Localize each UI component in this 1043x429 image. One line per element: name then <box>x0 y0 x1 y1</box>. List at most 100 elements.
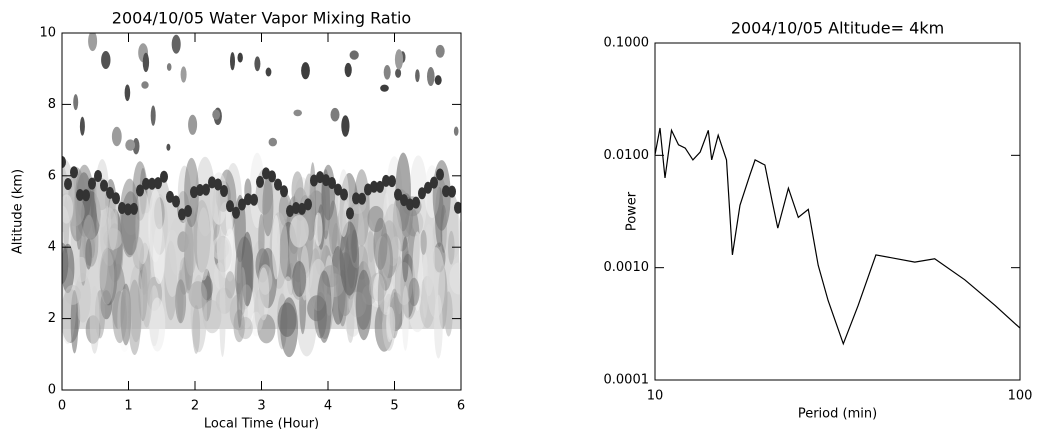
contour-edge <box>358 192 366 205</box>
y-axis-label: Power <box>625 191 640 231</box>
contour-speck <box>166 63 172 71</box>
contour-edge <box>130 202 138 215</box>
contour-speck <box>268 137 277 147</box>
contour-edge <box>364 183 372 196</box>
x-tick-label: 100 <box>1008 389 1033 404</box>
contour-edge <box>400 194 408 207</box>
contour-edge <box>436 168 444 181</box>
contour-blob <box>355 269 372 341</box>
contour-edge <box>160 170 168 183</box>
y-tick-label: 0.0100 <box>604 148 650 163</box>
contour-blob <box>175 279 187 324</box>
contour-blob <box>307 295 327 322</box>
contour-blob <box>188 281 208 310</box>
contour-edge <box>172 195 180 208</box>
contour-edge <box>154 177 162 190</box>
contour-blob <box>192 305 201 354</box>
contour-edge <box>250 193 258 206</box>
contour-blob <box>283 276 293 300</box>
contour-blob <box>434 294 443 359</box>
contour-edge <box>220 185 228 198</box>
contour-blob <box>395 262 413 306</box>
x-tick-label: 3 <box>257 399 265 414</box>
contour-blob <box>219 277 226 357</box>
contour-edge <box>454 201 461 214</box>
contour-speck <box>435 44 445 58</box>
contour-edge <box>166 190 174 203</box>
contour-speck <box>383 65 391 80</box>
contour-blob <box>386 306 396 340</box>
contour-speck <box>395 68 402 78</box>
contour-speck <box>132 138 140 155</box>
contour-blob <box>280 297 298 358</box>
contour-speck <box>150 105 156 126</box>
contour-speck <box>73 94 79 111</box>
y-tick-label: 6 <box>48 168 56 183</box>
contour-edge <box>424 181 432 194</box>
contour-speck <box>141 81 149 89</box>
contour-edge <box>340 188 348 201</box>
contour-blob <box>254 289 265 331</box>
contour-blob <box>85 238 92 270</box>
contour-blob <box>64 284 81 305</box>
contour-speck <box>88 33 98 52</box>
contour-blob <box>224 271 236 299</box>
y-tick-label: 0.0001 <box>604 373 650 388</box>
contour-speck <box>434 75 442 86</box>
contour-speck <box>237 52 243 63</box>
contour-edge <box>352 192 360 205</box>
contour-edge <box>178 208 186 221</box>
contour-edge <box>256 175 264 188</box>
contour-blob <box>99 248 115 305</box>
contour-edge <box>76 188 84 201</box>
contour-blob <box>321 164 336 221</box>
contour-edge <box>208 176 216 189</box>
contour-speck <box>265 67 272 77</box>
contour-edge <box>124 203 132 216</box>
y-axis-label: Altitude (km) <box>11 169 26 254</box>
contour-edge <box>136 184 144 197</box>
contour-edge <box>112 192 120 205</box>
contour-edge <box>376 180 384 193</box>
contour-speck <box>380 84 389 92</box>
contour-edge <box>382 174 390 187</box>
contour-edge <box>298 202 306 215</box>
contour-edge <box>304 198 312 211</box>
contour-edge <box>292 201 300 214</box>
contour-speck <box>453 126 459 136</box>
contour-speck <box>166 143 171 151</box>
contour-speck <box>341 115 350 137</box>
contour-speck <box>301 62 310 80</box>
y-tick-label: 10 <box>39 26 56 41</box>
contour-edge <box>334 183 342 196</box>
contour-blob <box>70 290 79 354</box>
contour-edge <box>100 179 108 192</box>
x-tick-label: 0 <box>58 399 66 414</box>
contour-speck <box>230 52 235 71</box>
contour-blob <box>128 279 142 355</box>
contour-edge <box>106 186 114 199</box>
contour-edge <box>412 196 420 209</box>
data-line <box>654 127 1021 346</box>
contour-speck <box>111 126 122 147</box>
contour-blob <box>337 169 350 238</box>
x-tick-label: 6 <box>457 399 465 414</box>
contour-blob <box>62 194 74 224</box>
contour-edge <box>394 188 402 201</box>
contour-edge <box>388 175 396 188</box>
x-tick-label: 4 <box>324 399 332 414</box>
contour-blob <box>62 242 69 284</box>
contour-blob <box>72 256 90 283</box>
contour-blob <box>339 221 360 296</box>
contour-edge <box>64 177 72 190</box>
contour-speck <box>415 69 420 83</box>
contour-speck <box>293 109 303 117</box>
contour-speck <box>349 50 359 60</box>
contour-edge <box>310 174 318 187</box>
contour-edge <box>370 180 378 193</box>
contour-edge <box>280 185 288 198</box>
contour-edge <box>262 167 270 180</box>
contour-speck <box>188 114 198 135</box>
contour-blob <box>148 189 163 263</box>
